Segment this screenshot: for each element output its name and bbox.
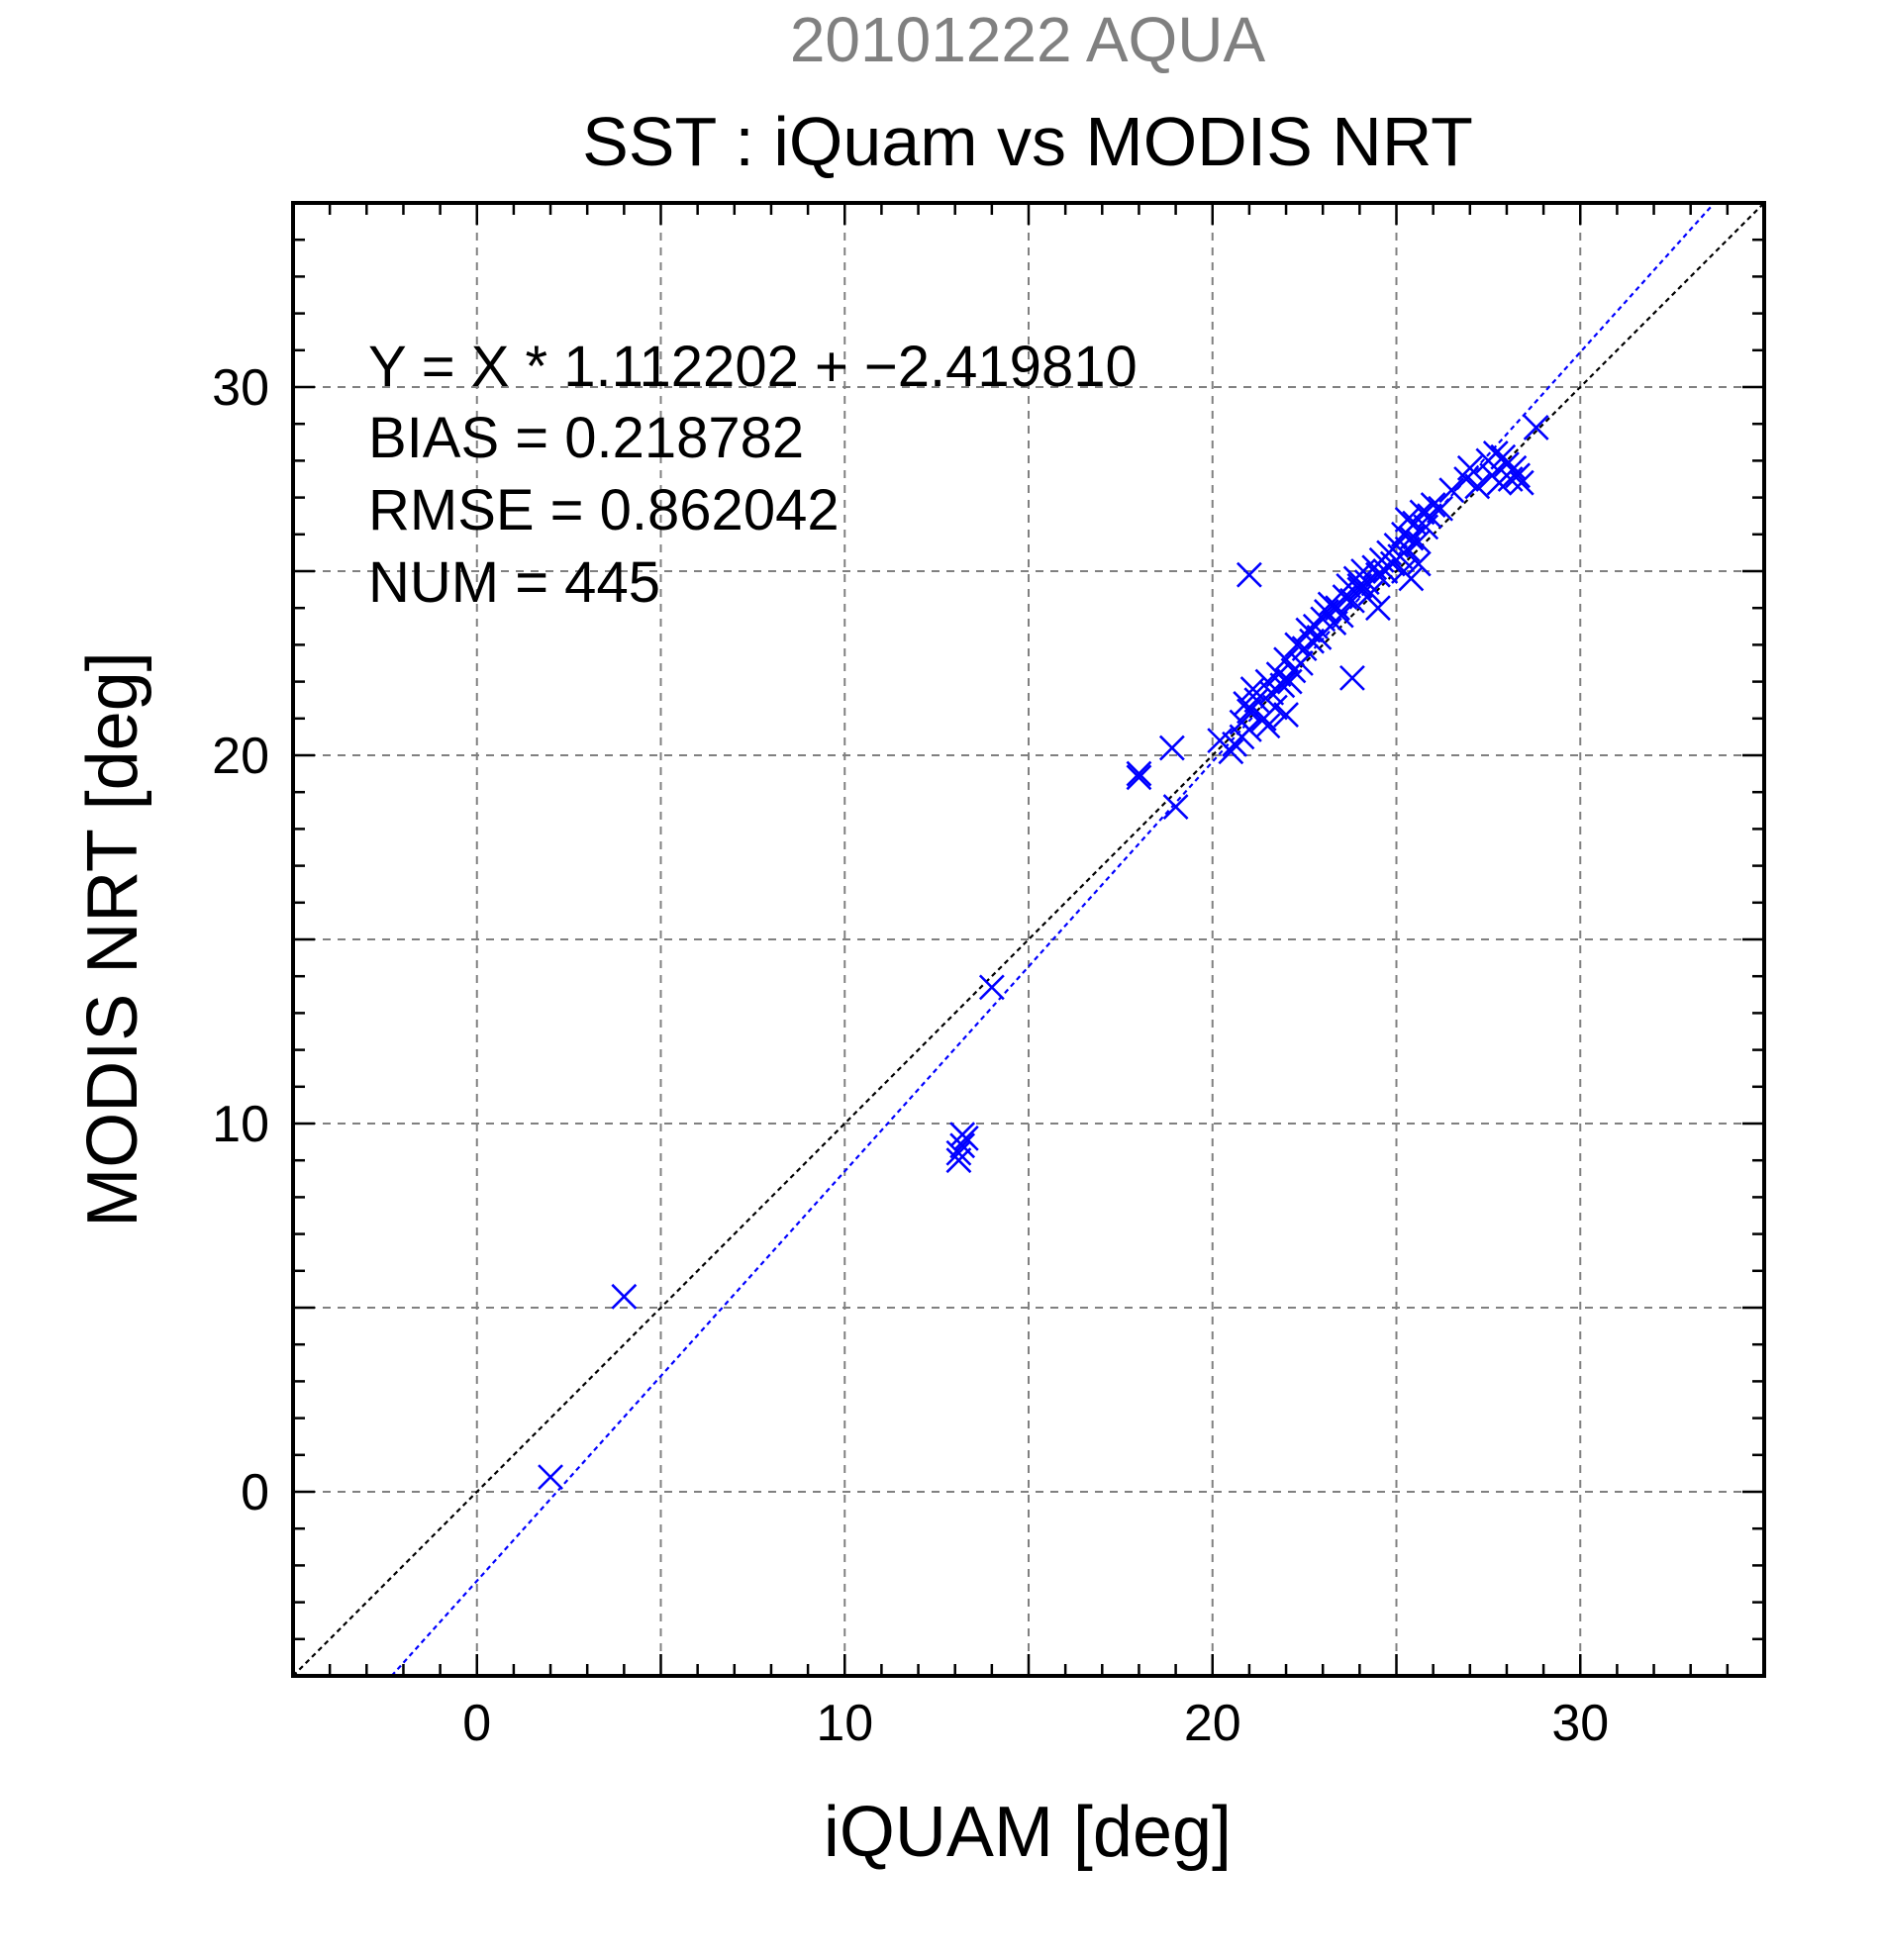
y-tick-label: 30 [212, 359, 269, 417]
plot-frame [291, 201, 1766, 1678]
data-point [1325, 595, 1350, 622]
data-point [1405, 550, 1432, 577]
data-point [978, 974, 1005, 1001]
data-point [1126, 760, 1152, 787]
data-point [1456, 454, 1483, 481]
data-point [1346, 572, 1373, 599]
data-point [1394, 507, 1421, 533]
stats-line-2: BIAS = 0.218782 [368, 406, 804, 470]
stats-line-3: RMSE = 0.862042 [368, 478, 840, 542]
data-point [1261, 694, 1288, 721]
data-point [1269, 672, 1296, 699]
data-point [1273, 702, 1299, 728]
data-point [538, 1464, 563, 1491]
data-point [1328, 602, 1354, 629]
data-point [1273, 646, 1299, 673]
chart-header: 20101222 AQUA [790, 4, 1266, 75]
data-point [945, 1139, 972, 1166]
data-point [1254, 713, 1281, 739]
data-point [1158, 735, 1185, 761]
data-point [1523, 415, 1549, 441]
data-points [538, 415, 1549, 1491]
data-point [1236, 561, 1262, 588]
data-point [1428, 495, 1453, 522]
data-point [1398, 565, 1425, 592]
data-point [1339, 587, 1365, 614]
data-point [1339, 664, 1365, 691]
data-point [1420, 492, 1446, 518]
x-axis-label: iQUAM [deg] [824, 1793, 1232, 1872]
data-point [1236, 698, 1262, 725]
data-point [1508, 469, 1534, 496]
data-point [952, 1125, 979, 1151]
y-tick-label: 20 [212, 728, 269, 785]
data-point [1299, 628, 1325, 654]
stats-line-4: NUM = 445 [368, 550, 660, 615]
data-point [1258, 679, 1285, 706]
data-point [1357, 580, 1384, 607]
y-tick-label: 10 [212, 1096, 269, 1153]
data-point [1365, 561, 1391, 588]
data-point [1243, 687, 1270, 714]
x-tick-label: 30 [1551, 1695, 1609, 1752]
grid-lines [293, 203, 1764, 1676]
data-point [1405, 529, 1432, 555]
data-point [611, 1283, 638, 1310]
data-point [949, 1132, 976, 1159]
y-tick-label: 0 [241, 1464, 269, 1521]
data-point [1287, 650, 1314, 676]
stats-line-1: Y = X * 1.112202 + −2.419810 [368, 335, 1138, 399]
data-point [1229, 724, 1255, 750]
data-point [1501, 454, 1528, 481]
data-point [1162, 794, 1189, 820]
data-point [1438, 477, 1465, 504]
data-point [1365, 595, 1391, 622]
data-point [1218, 738, 1244, 765]
x-tick-label: 20 [1184, 1695, 1241, 1752]
x-tick-label: 10 [816, 1695, 873, 1752]
data-point [1464, 473, 1491, 500]
data-point [1126, 764, 1152, 791]
x-tick-label: 0 [462, 1695, 491, 1752]
chart-title: SST : iQuam vs MODIS NRT [582, 103, 1473, 180]
data-point [1505, 462, 1532, 489]
y-axis-label: MODIS NRT [deg] [73, 651, 152, 1227]
data-point [945, 1147, 972, 1174]
